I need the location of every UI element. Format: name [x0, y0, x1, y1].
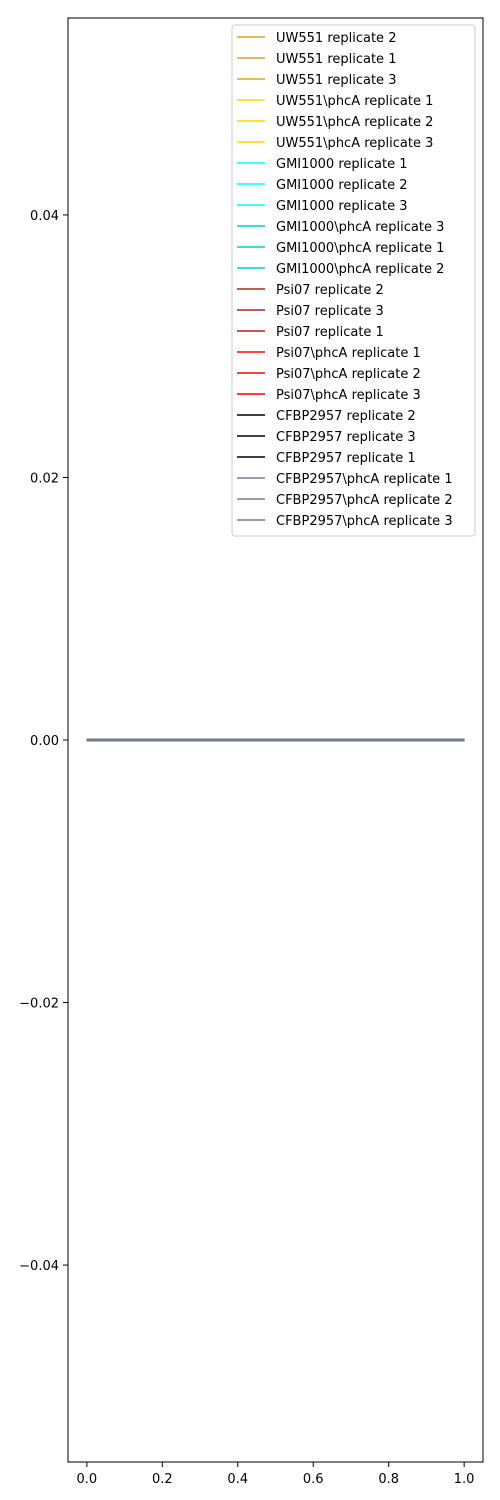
- legend-label: Psi07\phcA replicate 2: [276, 367, 421, 382]
- x-tick-label: 0.0: [77, 1472, 98, 1487]
- legend-label: GMI1000\phcA replicate 2: [276, 262, 444, 277]
- legend-label: GMI1000 replicate 3: [276, 199, 408, 214]
- legend-label: GMI1000\phcA replicate 3: [276, 220, 444, 235]
- legend-label: CFBP2957\phcA replicate 2: [276, 493, 453, 508]
- y-tick-label: 0.02: [30, 471, 59, 486]
- x-tick-label: 0.2: [152, 1472, 173, 1487]
- legend-label: Psi07\phcA replicate 3: [276, 388, 421, 403]
- y-tick-label: −0.04: [19, 1259, 59, 1274]
- legend-label: GMI1000 replicate 1: [276, 157, 408, 172]
- x-tick-label: 0.8: [378, 1472, 399, 1487]
- legend-label: UW551\phcA replicate 3: [276, 136, 433, 151]
- y-tick-label: −0.02: [19, 997, 59, 1012]
- legend-label: UW551\phcA replicate 2: [276, 115, 433, 130]
- x-tick-label: 0.4: [227, 1472, 248, 1487]
- legend-label: UW551 replicate 3: [276, 73, 396, 88]
- legend-label: CFBP2957 replicate 3: [276, 430, 416, 445]
- legend-label: UW551 replicate 2: [276, 31, 396, 46]
- legend-label: GMI1000\phcA replicate 1: [276, 241, 444, 256]
- legend-label: CFBP2957\phcA replicate 1: [276, 472, 453, 487]
- legend-label: Psi07 replicate 3: [276, 304, 384, 319]
- x-tick-label: 1.0: [454, 1472, 475, 1487]
- legend-label: Psi07 replicate 2: [276, 283, 384, 298]
- legend-label: CFBP2957\phcA replicate 3: [276, 514, 453, 529]
- axes-layer: 0.0 0.2 0.4 0.6 0.8 1.0 0.04 0.02 0.00 −0.02 −0.04: [19, 17, 484, 1487]
- legend-label: CFBP2957 replicate 2: [276, 409, 416, 424]
- y-tick-label: 0.04: [30, 209, 59, 224]
- y-tick-label: 0.00: [30, 734, 59, 749]
- x-tick-label: 0.6: [303, 1472, 324, 1487]
- legend-label: UW551 replicate 1: [276, 52, 396, 67]
- legend-label: Psi07\phcA replicate 1: [276, 346, 421, 361]
- legend: UW551 replicate 2 UW551 replicate 1 UW551 …: [231, 24, 476, 537]
- legend-label: CFBP2957 replicate 1: [276, 451, 416, 466]
- legend-label: GMI1000 replicate 2: [276, 178, 408, 193]
- legend-label: Psi07 replicate 1: [276, 325, 384, 340]
- legend-label: UW551\phcA replicate 1: [276, 94, 433, 109]
- legend-box: [231, 24, 476, 537]
